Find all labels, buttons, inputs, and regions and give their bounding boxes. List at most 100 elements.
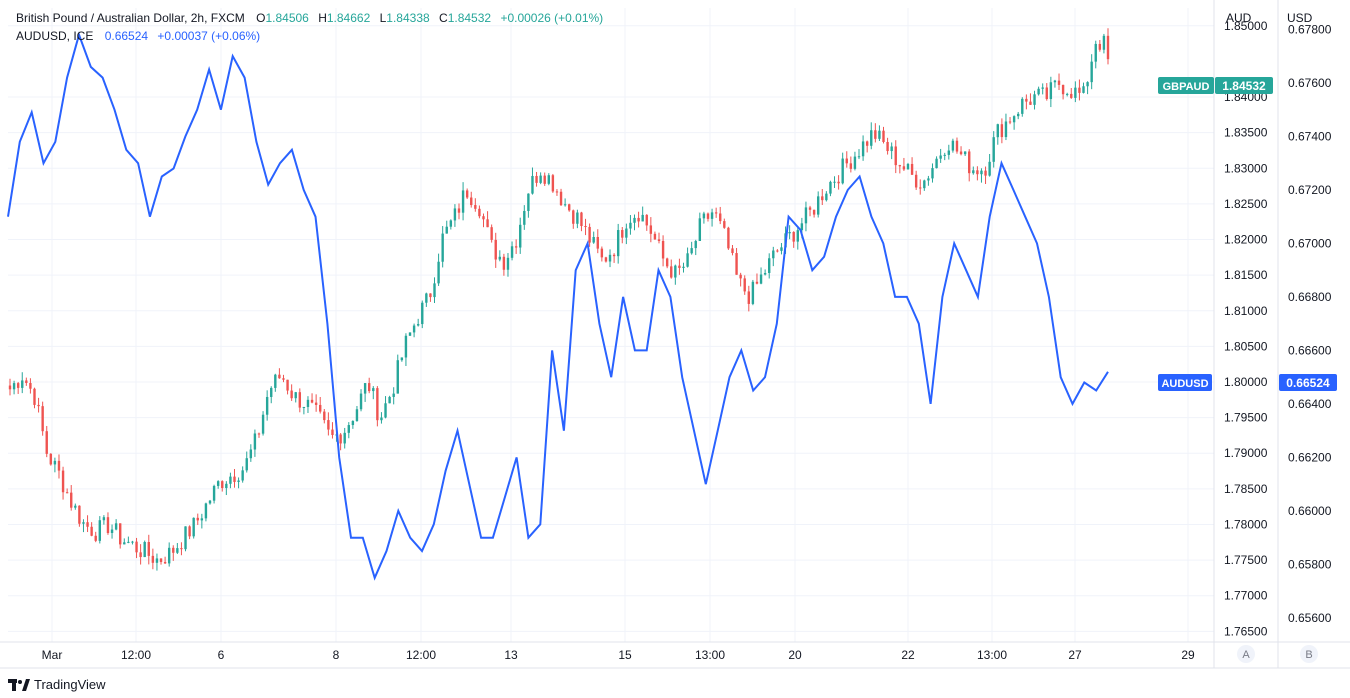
candle	[445, 220, 448, 234]
candle	[861, 135, 865, 161]
candle	[12, 380, 16, 395]
legend-main[interactable]: British Pound / Australian Dollar, 2h, F…	[16, 11, 603, 25]
candle	[425, 292, 428, 307]
candle	[123, 538, 126, 545]
scale-button-a[interactable]: A	[1237, 645, 1255, 663]
candle	[25, 377, 28, 386]
candle	[727, 226, 730, 250]
aud-tick-label: 1.83000	[1224, 161, 1268, 175]
candle	[584, 218, 587, 236]
candle	[147, 534, 150, 565]
svg-text:B: B	[1305, 649, 1312, 661]
audusd-line	[7, 31, 1109, 581]
candle	[853, 151, 857, 171]
tradingview-footer[interactable]: TradingView	[8, 677, 106, 692]
candle	[270, 386, 273, 404]
candle	[82, 519, 85, 533]
candle	[870, 122, 873, 150]
candle	[1078, 79, 1081, 101]
candle	[792, 231, 795, 248]
candle	[1094, 40, 1097, 69]
candle	[747, 285, 751, 312]
legend-overlay[interactable]: AUDUSD, ICE 0.66524 +0.00037 (+0.06%)	[16, 29, 260, 43]
candle	[1045, 83, 1048, 101]
candle	[837, 175, 840, 190]
usd-tick-label: 0.66400	[1288, 397, 1332, 411]
candle	[261, 411, 265, 436]
candle	[535, 171, 538, 187]
tradingview-logo-icon	[8, 678, 30, 691]
candle	[416, 318, 420, 327]
x-tick-label: 20	[788, 648, 802, 662]
aud-tick-label: 1.79000	[1224, 446, 1268, 460]
candle	[363, 383, 367, 402]
candle	[461, 182, 465, 221]
candle	[841, 152, 844, 185]
candle	[1102, 33, 1106, 54]
candle	[890, 142, 893, 160]
candle	[290, 384, 293, 401]
candle	[286, 379, 289, 395]
x-tick-label: 12:00	[121, 648, 151, 662]
candle	[392, 387, 395, 405]
candle	[412, 323, 416, 338]
candle	[563, 198, 567, 207]
candle	[576, 209, 579, 229]
candle	[1025, 94, 1028, 110]
candle	[65, 488, 69, 494]
candle	[939, 148, 942, 163]
candle	[306, 396, 310, 413]
candle	[86, 515, 89, 533]
candle	[172, 545, 175, 561]
candle	[1000, 118, 1004, 144]
svg-text:GBPAUD: GBPAUD	[1163, 81, 1210, 93]
candle	[200, 513, 204, 529]
candle	[919, 179, 922, 195]
candle	[637, 211, 640, 228]
candle	[865, 140, 869, 153]
candle	[216, 480, 220, 489]
candle	[98, 516, 101, 544]
candle	[188, 525, 191, 540]
x-tick-label: 29	[1181, 648, 1195, 662]
scale-button-b[interactable]: B	[1300, 645, 1318, 663]
aud-tick-label: 1.82500	[1224, 197, 1268, 211]
candle	[812, 209, 816, 218]
candle	[510, 241, 514, 261]
candle	[343, 427, 346, 449]
candle	[310, 393, 314, 404]
candle	[94, 531, 97, 543]
aud-tick-label: 1.82000	[1224, 233, 1268, 247]
candle	[592, 231, 595, 244]
candle	[931, 163, 934, 183]
usd-tick-label: 0.67400	[1288, 129, 1332, 143]
candle	[384, 396, 387, 419]
candle	[710, 208, 714, 227]
candle	[947, 144, 951, 160]
candle	[253, 429, 257, 457]
candle	[955, 137, 959, 154]
candle	[180, 542, 183, 556]
candle	[376, 386, 379, 427]
candle	[45, 425, 48, 458]
usd-scale-title: USD	[1287, 11, 1313, 25]
candle	[682, 262, 685, 273]
audusd-badge: AUDUSD 0.66524	[1158, 374, 1337, 391]
candle	[768, 253, 771, 279]
candle	[404, 333, 408, 367]
candle	[155, 553, 159, 571]
candle	[282, 374, 285, 383]
candle	[694, 239, 697, 256]
candle	[519, 217, 522, 254]
candle	[486, 211, 489, 228]
candle	[192, 517, 195, 539]
candle	[314, 394, 318, 412]
candle	[1029, 93, 1032, 105]
candle	[208, 499, 212, 505]
usd-tick-label: 0.67000	[1288, 236, 1332, 250]
x-axis-ticks: Mar 12:00 6 8 12:00 13 15 13:00 20 22 13:00 27 29	[42, 648, 1195, 662]
candle	[1057, 73, 1061, 91]
candle	[114, 519, 118, 531]
candle	[274, 373, 277, 392]
